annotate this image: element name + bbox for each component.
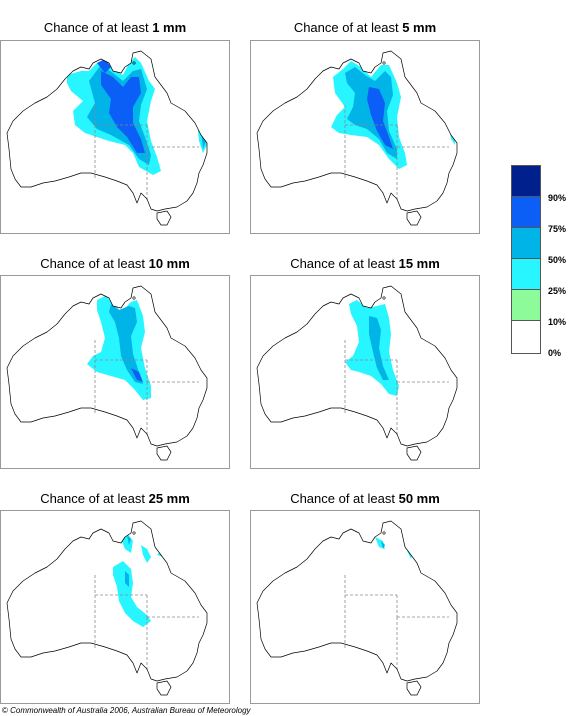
australia-coastline: [256, 50, 458, 212]
panel-title-10mm: Chance of at least 10 mm: [40, 256, 190, 271]
panel-title-50mm: Chance of at least 50 mm: [290, 491, 440, 506]
copyright-symbol: ©: [2, 706, 8, 715]
rain-area-50pct: [381, 541, 385, 549]
australia-coastline: [256, 520, 458, 682]
rain-area-coast-25pct: [407, 551, 413, 559]
rain-area-50pct: [125, 571, 129, 587]
legend-swatch-25-50: [511, 258, 541, 290]
legend-label-25: 25%: [548, 286, 567, 296]
gulf-island-marker: [132, 531, 136, 535]
rain-probability-shading: [331, 61, 455, 169]
rain-area-50pct: [369, 316, 389, 380]
australia-coastline: [256, 285, 458, 447]
rain-area-25pct: [113, 561, 151, 627]
legend-swatch-75-90: [511, 196, 541, 228]
australia-map-1mm: [6, 50, 208, 226]
map-panel-1mm: [0, 40, 230, 234]
legend-label-90: 90%: [548, 193, 567, 203]
map-panel-15mm: [250, 275, 480, 469]
legend-swatch-90-100: [511, 165, 541, 197]
copyright-text: Commonwealth of Australia 2006, Australi…: [7, 706, 251, 715]
gulf-island-marker: [382, 296, 386, 300]
rain-area-cape-25pct: [425, 318, 431, 326]
panel-title-15mm: Chance of at least 15 mm: [290, 256, 440, 271]
legend-label-50: 50%: [548, 255, 567, 265]
rain-probability-shading: [67, 57, 207, 175]
legend-swatch-50-75: [511, 227, 541, 259]
gulf-island-marker: [132, 61, 136, 65]
rain-probability-shading: [375, 537, 413, 559]
copyright-notice: © Commonwealth of Australia 2006, Austra…: [2, 706, 251, 715]
panel-title-1mm: Chance of at least 1 mm: [43, 20, 187, 35]
tasmania-coastline: [406, 445, 422, 461]
australia-map-10mm: [6, 285, 208, 461]
australia-map-25mm: [6, 520, 208, 696]
tasmania-coastline: [406, 680, 422, 696]
rain-area-cape-25pct: [177, 312, 183, 324]
panel-title-25mm: Chance of at least 25 mm: [40, 491, 190, 506]
rain-area-north-50pct: [127, 535, 131, 545]
australia-map-5mm: [256, 50, 458, 226]
map-panel-10mm: [0, 275, 230, 469]
rain-area-75pct: [131, 368, 143, 382]
gulf-island-marker: [132, 296, 136, 300]
map-panel-5mm: [250, 40, 480, 234]
legend-swatch-0-10: [511, 320, 541, 354]
australia-map-50mm: [256, 520, 458, 696]
map-panel-50mm: [250, 510, 480, 704]
tasmania-coastline: [156, 210, 172, 226]
rain-probability-shading: [87, 296, 183, 400]
rain-area-ne-25pct: [141, 545, 151, 563]
australia-coastline: [6, 520, 208, 682]
tasmania-coastline: [156, 445, 172, 461]
rain-area-50pct: [109, 304, 143, 384]
map-panel-25mm: [0, 510, 230, 704]
legend-swatch-10-25: [511, 289, 541, 321]
rain-area-east-coast-25pct: [449, 125, 455, 145]
australia-coastline: [6, 50, 208, 212]
rain-area-75pct: [367, 87, 393, 149]
legend-label-10: 10%: [548, 317, 567, 327]
tasmania-coastline: [406, 210, 422, 226]
gulf-island-marker: [382, 61, 386, 65]
legend-label-0: 0%: [548, 348, 562, 358]
australia-coastline: [6, 285, 208, 447]
rain-area-25pct: [345, 300, 399, 396]
rain-area-75pct: [101, 71, 145, 153]
australia-map-15mm: [256, 285, 458, 461]
tasmania-coastline: [156, 680, 172, 696]
panel-title-5mm: Chance of at least 5 mm: [293, 20, 437, 35]
gulf-island-marker: [382, 531, 386, 535]
legend-label-75: 75%: [548, 224, 567, 234]
rain-area-cape-east-25pct: [171, 330, 177, 338]
